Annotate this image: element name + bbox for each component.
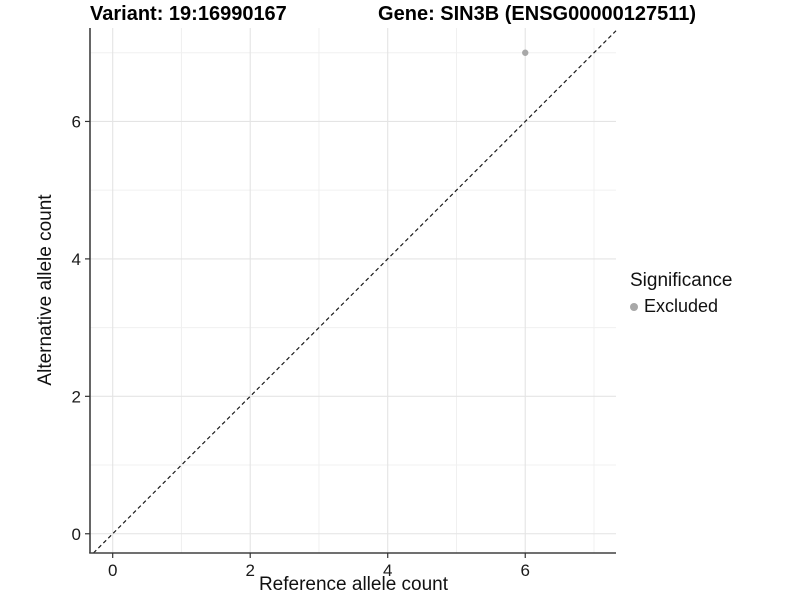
legend-item-label: Excluded xyxy=(644,296,719,316)
x-tick-label: 2 xyxy=(245,561,254,580)
legend: Significance Excluded xyxy=(630,270,732,317)
identity-dashed-line xyxy=(93,30,617,554)
legend-title: Significance xyxy=(630,270,733,291)
data-point xyxy=(522,49,529,56)
legend-key-dot-icon xyxy=(630,302,638,311)
plot-title-variant: Variant: 19:16990167 xyxy=(90,3,287,25)
plot-title-gene: Gene: SIN3B (ENSG00000127511) xyxy=(378,3,696,25)
y-tick-label: 0 xyxy=(72,525,81,544)
x-tick-label: 4 xyxy=(383,561,392,580)
y-tick-label: 2 xyxy=(72,387,81,406)
x-axis-title: Reference allele count xyxy=(258,574,449,595)
x-tick-label: 0 xyxy=(108,561,117,580)
y-tick-label: 6 xyxy=(72,112,81,131)
x-tick-label: 6 xyxy=(521,561,530,580)
y-tick-label: 4 xyxy=(72,250,81,269)
legend-item-excluded: Excluded xyxy=(630,296,732,317)
plot-titles: Variant: 19:16990167 Gene: SIN3B (ENSG00… xyxy=(90,3,696,26)
